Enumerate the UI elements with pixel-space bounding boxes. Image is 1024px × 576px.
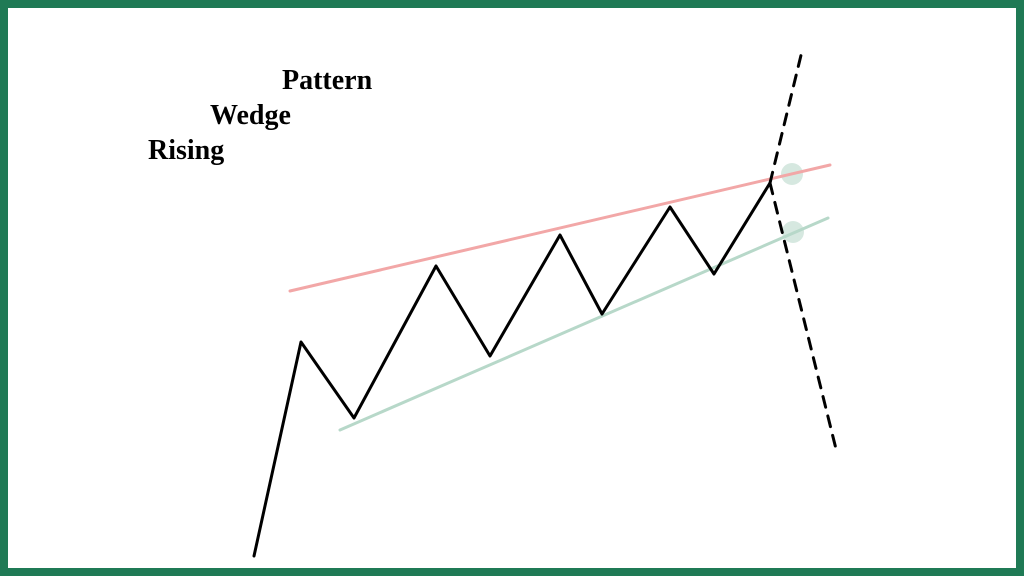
wedge-diagram bbox=[0, 0, 1024, 576]
support-trendline bbox=[340, 218, 828, 430]
title-word-2: Pattern bbox=[282, 65, 372, 97]
resistance-trendline bbox=[290, 165, 830, 291]
title-word-1: Wedge bbox=[210, 100, 291, 132]
breakout-up-dashed bbox=[770, 47, 803, 183]
title-word-0: Rising bbox=[148, 135, 224, 167]
breakdown-dashed bbox=[770, 183, 837, 453]
